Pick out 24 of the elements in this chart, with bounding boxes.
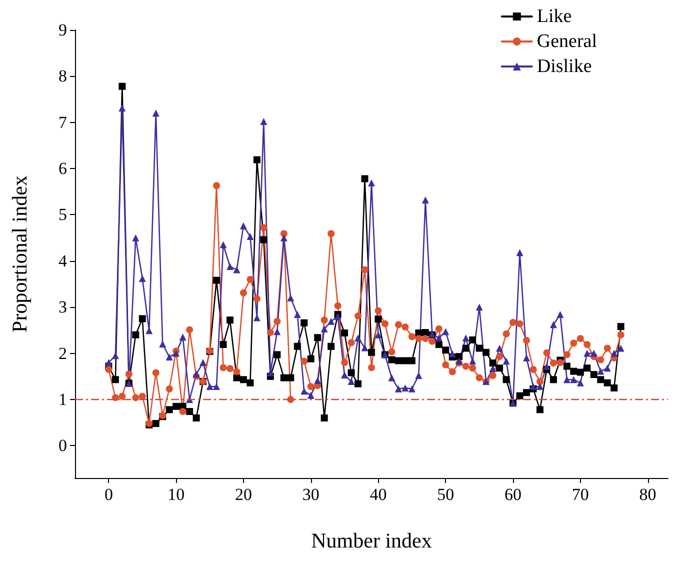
x-tick-label: 20 xyxy=(234,485,252,504)
y-tick-label: 4 xyxy=(58,251,68,270)
x-tick-label: 40 xyxy=(370,485,387,504)
x-axis-title: Number index xyxy=(311,528,432,552)
x-tick-label: 10 xyxy=(168,485,185,504)
x-tick-label: 70 xyxy=(572,485,589,504)
y-tick-label: 8 xyxy=(58,66,67,86)
y-tick-label: 0 xyxy=(58,436,67,456)
y-tick-label: 1 xyxy=(58,390,67,409)
y-tick-label: 3 xyxy=(58,298,67,317)
y-tick-label: 2 xyxy=(58,344,67,363)
y-tick-label: 5 xyxy=(58,205,67,224)
x-tick-label: 0 xyxy=(104,485,113,504)
legend-label: Like xyxy=(536,6,572,27)
legend-label: General xyxy=(536,31,598,52)
y-tick-label: 7 xyxy=(58,112,68,132)
x-tick-label: 80 xyxy=(639,485,656,504)
x-tick-label: 30 xyxy=(302,485,320,504)
y-tick-label: 9 xyxy=(58,20,67,40)
x-tick-label: 50 xyxy=(437,485,454,504)
x-tick-label: 60 xyxy=(504,485,522,504)
y-axis-title: Proportional index xyxy=(8,175,32,332)
y-tick-label: 6 xyxy=(58,159,67,178)
legend-label: Dislike xyxy=(536,56,592,77)
